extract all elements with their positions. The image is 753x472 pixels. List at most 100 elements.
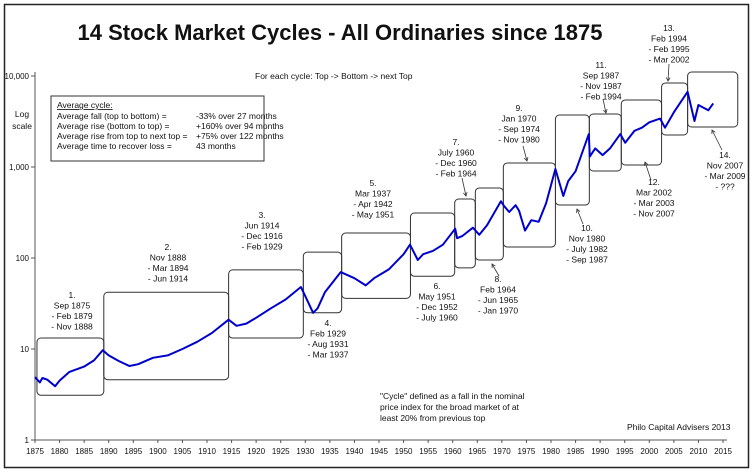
y-tick-label: 100 xyxy=(16,254,30,263)
average-row-value: 43 months xyxy=(196,141,236,151)
index-line xyxy=(34,90,715,388)
cycle-label-line: - Jun 1965 xyxy=(478,295,518,305)
cycle-label-line: - Dec 1960 xyxy=(435,158,477,168)
cycle-label-line: - Feb 1929 xyxy=(241,242,282,252)
x-tick-label: 1880 xyxy=(51,447,69,456)
cycle-label-line: 10. xyxy=(581,223,593,233)
x-tick-label: 1970 xyxy=(493,447,511,456)
y-axis-label-line1: Log xyxy=(15,109,29,119)
cycle-label-line: - July 1960 xyxy=(416,313,458,323)
x-tick-label: 1980 xyxy=(542,447,560,456)
cycle-label-line: - Nov 1980 xyxy=(498,135,540,145)
cycle-label-line: Nov 1980 xyxy=(569,234,606,244)
cycle-label-line: 12. xyxy=(648,177,660,187)
x-tick-label: 1935 xyxy=(321,447,339,456)
cycle-label-4: 4.Feb 1929- Aug 1931- Mar 1937 xyxy=(307,318,348,360)
cycle-label-line: 11. xyxy=(595,60,606,70)
cycle-label-line: - Nov 2007 xyxy=(633,209,675,219)
cycle-label-line: Sep 1875 xyxy=(54,301,91,311)
cycle-label-line: - ??? xyxy=(715,182,735,192)
cycle-label-12: 12.Mar 2002- Mar 2003- Nov 2007 xyxy=(633,161,675,219)
arrowhead-icon xyxy=(643,161,649,167)
cycle-label-line: - Nov 1888 xyxy=(51,322,93,332)
cycle-label-11: 11.Sep 1987- Nov 1987- Feb 1994 xyxy=(580,60,622,114)
arrowhead-icon xyxy=(711,129,716,135)
cycle-definition-line1: "Cycle" defined as a fall in the nominal xyxy=(380,391,525,401)
arrow-icon xyxy=(491,263,500,277)
cycle-label-line: - Feb 1994 xyxy=(580,92,621,102)
x-tick-label: 1965 xyxy=(468,447,486,456)
cycle-label-line: - Feb 1879 xyxy=(51,311,92,321)
y-axis-label-line2: scale xyxy=(12,121,32,131)
cycle-direction-note: For each cycle: Top -> Bottom -> next To… xyxy=(255,71,413,81)
x-tick-label: 2005 xyxy=(665,447,683,456)
x-tick-label: 1990 xyxy=(591,447,609,456)
cycle-label-10: 10.Nov 1980- July 1982- Sep 1987 xyxy=(566,208,608,265)
x-tick-label: 1915 xyxy=(223,447,241,456)
average-row-value: +75% over 122 months xyxy=(196,131,284,141)
cycle-label-line: 8. xyxy=(494,274,501,284)
x-tick-label: 1985 xyxy=(567,447,585,456)
chart-frame xyxy=(3,3,750,469)
cycle-label-line: 3. xyxy=(258,210,265,220)
cycle-label-5: 5.Mar 1937- Apr 1942- May 1951 xyxy=(352,178,395,220)
cycle-label-line: - Feb 1995 xyxy=(648,44,689,54)
x-tick-label: 1885 xyxy=(75,447,93,456)
cycle-label-2: 2.Nov 1888- Mar 1894- Jun 1914 xyxy=(147,242,188,284)
cycle-definition-line2: price index for the broad market of at xyxy=(380,402,520,412)
average-row-value: -33% over 27 months xyxy=(196,111,277,121)
average-row-label: Average time to recover loss = xyxy=(57,141,172,151)
x-tick-label: 1975 xyxy=(518,447,536,456)
arrowhead-icon xyxy=(491,263,496,269)
arrow-icon xyxy=(644,161,652,181)
cycle-label-line: 4. xyxy=(324,318,331,328)
cycle-label-line: - Mar 2002 xyxy=(648,55,689,65)
cycle-label-line: Sep 1987 xyxy=(583,71,620,81)
cycle-box-14 xyxy=(687,71,739,128)
arrowhead-icon xyxy=(463,192,468,197)
cycle-label-line: - Sep 1987 xyxy=(566,255,608,265)
cycle-label-line: Nov 2007 xyxy=(707,161,744,171)
average-cycle-box: Average cycle: Average fall (top to bott… xyxy=(50,95,284,162)
cycle-label-line: - Dec 1952 xyxy=(416,302,458,312)
cycle-label-line: - July 1982 xyxy=(566,244,608,254)
y-tick-label: 10,000 xyxy=(5,72,30,81)
cycle-label-line: 14. xyxy=(719,150,731,160)
x-tick-label: 1940 xyxy=(346,447,364,456)
cycle-label-line: - Nov 1987 xyxy=(580,81,622,91)
cycle-label-6: 6.May 1951- Dec 1952- July 1960 xyxy=(416,281,458,323)
average-box-frame xyxy=(50,95,265,162)
cycle-label-line: 5. xyxy=(369,178,376,188)
x-tick-label: 1890 xyxy=(100,447,118,456)
source-credit: Philo Capital Advisers 2013 xyxy=(627,422,731,432)
x-tick-label: 1910 xyxy=(198,447,216,456)
cycle-label-line: - Jan 1970 xyxy=(478,306,518,316)
cycle-labels: 1.Sep 1875- Feb 1879- Nov 1888 2.Nov 1888… xyxy=(51,23,746,360)
x-tick-label: 1955 xyxy=(419,447,437,456)
x-tick-label: 1945 xyxy=(370,447,388,456)
cycle-label-14: 14.Nov 2007- Mar 2009- ??? xyxy=(704,129,746,192)
cycle-label-line: Feb 1964 xyxy=(480,285,516,295)
x-tick-label: 2015 xyxy=(714,447,732,456)
x-tick-label: 2010 xyxy=(690,447,708,456)
cycle-label-line: - Aug 1931 xyxy=(307,339,348,349)
x-tick-label: 1875 xyxy=(26,447,44,456)
cycle-label-line: - Mar 2003 xyxy=(633,198,674,208)
cycle-definition-line3: least 20% from previous top xyxy=(380,413,486,423)
cycle-label-line: Jun 1914 xyxy=(245,221,280,231)
cycle-label-line: - Jun 1914 xyxy=(148,274,188,284)
cycle-boxes xyxy=(36,71,739,396)
cycle-label-8: 8.Feb 1964- Jun 1965- Jan 1970 xyxy=(478,263,518,316)
average-row-label: Average rise from top to next top = xyxy=(57,131,188,141)
cycle-label-line: 2. xyxy=(164,242,171,252)
average-box-heading: Average cycle: xyxy=(57,100,113,110)
average-row-value: +160% over 94 months xyxy=(196,121,284,131)
cycle-label-line: 7. xyxy=(452,137,459,147)
arrow-icon xyxy=(461,177,467,197)
cycle-label-line: July 1960 xyxy=(438,148,475,158)
arrow-icon xyxy=(576,208,584,225)
arrow-icon xyxy=(602,98,607,114)
x-tick-label: 1960 xyxy=(444,447,462,456)
x-tick-label: 1920 xyxy=(247,447,265,456)
cycle-label-7: 7.July 1960- Dec 1960- Feb 1964 xyxy=(435,137,477,197)
